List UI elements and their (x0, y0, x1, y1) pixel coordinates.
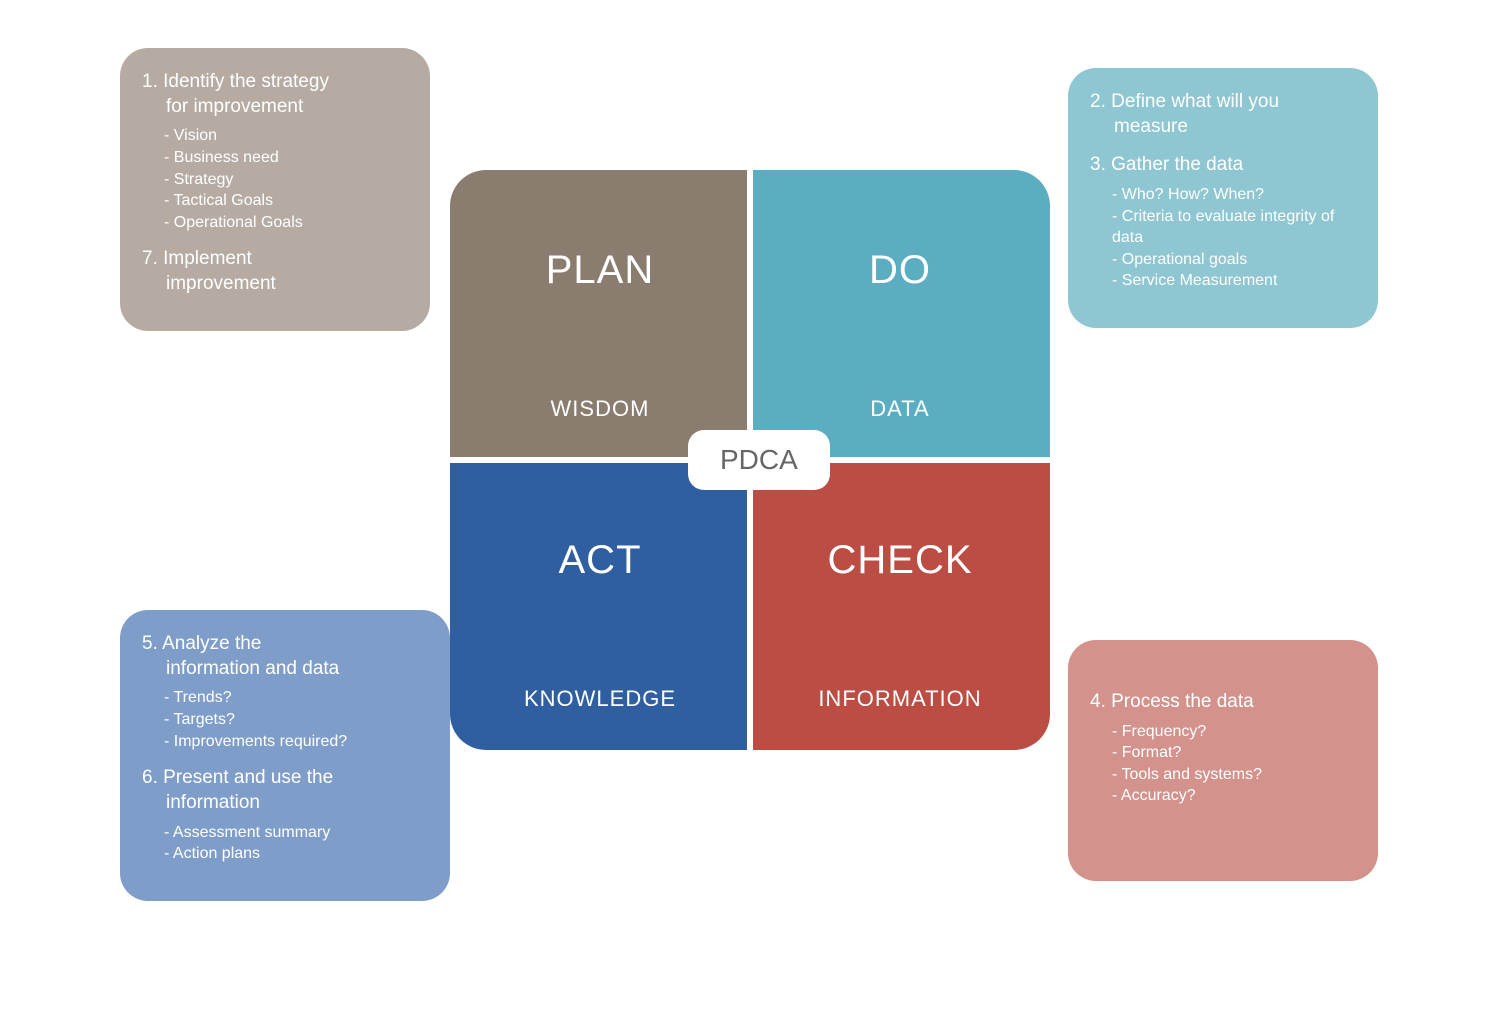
do-bullet: Who? How? When? (1112, 184, 1360, 206)
do-title: DO (869, 248, 931, 293)
plan-step7-line2: improvement (142, 272, 412, 297)
act-detail-box: 5. Analyze the information and data Tren… (120, 610, 450, 901)
do-detail-box: 2. Define what will you measure 3. Gathe… (1068, 68, 1378, 328)
check-step4-line1: 4. Process the data (1090, 691, 1254, 712)
act-bullet: Action plans (164, 843, 432, 865)
do-bullet: - Criteria to evaluate integrity of data (1112, 206, 1360, 249)
plan-detail-box: 1. Identify the strategy for improvement… (120, 48, 430, 331)
act-bullet: Improvements required? (164, 731, 432, 753)
check-bullet: Frequency? (1112, 721, 1360, 743)
plan-step1-line1: 1. Identify the strategy (142, 71, 329, 92)
plan-title: PLAN (546, 248, 655, 293)
pdca-center-badge: PDCA (688, 430, 830, 490)
plan-subtitle: WISDOM (551, 396, 650, 422)
check-bullet: Accuracy? (1112, 785, 1360, 807)
do-step2-line2: measure (1090, 115, 1360, 140)
act-step5-line1: 5. Analyze the (142, 633, 261, 654)
check-title: CHECK (827, 538, 972, 583)
act-bullet: Trends? (164, 687, 432, 709)
plan-quadrant: PLAN WISDOM (450, 170, 750, 460)
do-subtitle: DATA (870, 396, 929, 422)
act-bullet: Targets? (164, 709, 432, 731)
plan-bullet: Strategy (164, 169, 412, 191)
plan-step1-line2: for improvement (142, 95, 412, 120)
plan-bullet: Operational Goals (164, 212, 412, 234)
check-detail-box: 4. Process the data Frequency? Format? T… (1068, 640, 1378, 881)
check-quadrant: CHECK INFORMATION (750, 460, 1050, 750)
do-step3-line1: 3. Gather the data (1090, 154, 1243, 175)
act-step5-line2: information and data (142, 657, 432, 682)
act-bullet: Assessment summary (164, 822, 432, 844)
do-bullet: Operational goals (1112, 249, 1360, 271)
pdca-diagram: 1. Identify the strategy for improvement… (90, 0, 1410, 960)
plan-bullet: Business need (164, 147, 412, 169)
do-bullet: Service Measurement (1112, 270, 1360, 292)
act-quadrant: ACT KNOWLEDGE (450, 460, 750, 750)
center-label: PDCA (720, 444, 798, 475)
act-subtitle: KNOWLEDGE (524, 686, 676, 712)
act-step6-line2: information (142, 791, 432, 816)
plan-bullet: Tactical Goals (164, 190, 412, 212)
plan-bullet: Vision (164, 125, 412, 147)
do-quadrant: DO DATA (750, 170, 1050, 460)
plan-step7-line1: 7. Implement (142, 248, 252, 269)
act-title: ACT (559, 538, 642, 583)
check-bullet: Tools and systems? (1112, 764, 1360, 786)
act-step6-line1: 6. Present and use the (142, 767, 333, 788)
check-bullet: Format? (1112, 742, 1360, 764)
do-step2-line1: 2. Define what will you (1090, 91, 1279, 112)
check-subtitle: INFORMATION (818, 686, 981, 712)
